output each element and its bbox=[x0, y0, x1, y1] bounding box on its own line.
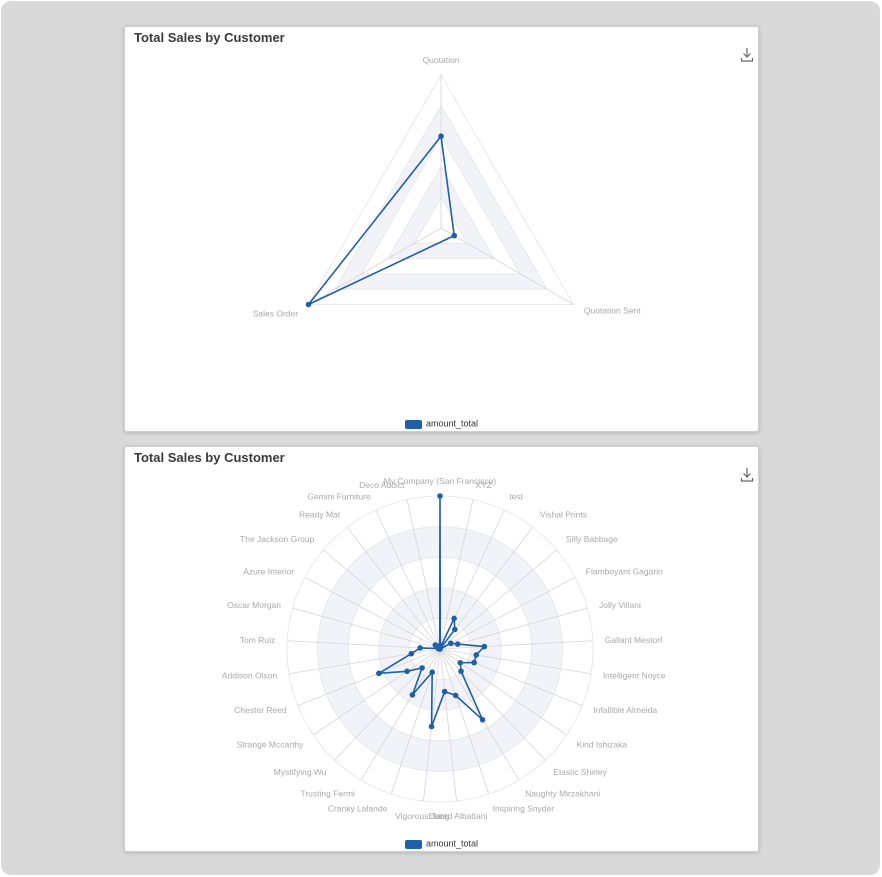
data-point bbox=[438, 133, 444, 139]
chart-card-2: Total Sales by Customer My Company (San … bbox=[124, 446, 759, 852]
radar-spoke bbox=[297, 648, 441, 707]
radar-chart: My Company (San Francisco)XYZ test Vishal … bbox=[222, 476, 666, 821]
data-point bbox=[479, 716, 486, 723]
category-label: Intelligent Noyce bbox=[603, 671, 666, 681]
radar-spoke bbox=[439, 648, 546, 761]
radar-spoke bbox=[439, 648, 583, 707]
data-point bbox=[408, 650, 415, 657]
radar-spoke bbox=[439, 648, 457, 802]
radar-chart: Quotation Quotation Sent Sales Order bbox=[253, 55, 641, 319]
category-label: Ready Mat bbox=[299, 510, 341, 520]
category-label: Deco Addict bbox=[359, 480, 405, 490]
data-point bbox=[404, 668, 410, 675]
data-point bbox=[417, 645, 423, 651]
radar-spoke bbox=[308, 227, 442, 305]
data-point bbox=[428, 723, 435, 730]
category-label: Naughty Mirzakhani bbox=[525, 788, 600, 798]
category-label: Infallible Almeida bbox=[593, 705, 657, 715]
data-point bbox=[409, 692, 416, 698]
radar-grid bbox=[307, 74, 575, 305]
radar-spoke bbox=[304, 576, 441, 650]
category-label: The Jackson Group bbox=[240, 534, 314, 544]
category-label: Vishal Prints bbox=[540, 510, 587, 520]
data-point bbox=[452, 626, 458, 633]
category-label: Strange Mccarthy bbox=[237, 740, 304, 750]
series-line bbox=[307, 135, 456, 306]
radar-spoke bbox=[439, 499, 474, 650]
download-icon[interactable] bbox=[740, 47, 754, 63]
data-point bbox=[437, 493, 443, 499]
data-point bbox=[451, 232, 458, 239]
radar-spoke bbox=[287, 640, 441, 650]
category-label: Trusting Fermi bbox=[300, 788, 355, 798]
chart-title: Total Sales by Customer bbox=[134, 30, 285, 45]
data-point bbox=[481, 643, 488, 650]
legend-label: amount_total bbox=[425, 839, 479, 849]
chart-legend[interactable]: amount_total bbox=[125, 838, 758, 849]
category-label: Jolly Villani bbox=[599, 600, 641, 610]
radar-spoke bbox=[439, 576, 576, 650]
radar-spoke bbox=[347, 526, 441, 650]
radar-spoke bbox=[375, 509, 441, 650]
category-label: Addison Olson bbox=[222, 671, 278, 681]
category-label: Oscar Morgan bbox=[227, 600, 281, 610]
category-label: Elated Albattani bbox=[428, 811, 487, 821]
category-label: Cranky Lalande bbox=[328, 803, 388, 813]
radar-spoke bbox=[323, 549, 441, 650]
category-label: Elastic Shirley bbox=[553, 767, 607, 777]
legend-swatch bbox=[404, 839, 422, 849]
data-point bbox=[441, 688, 448, 695]
category-label: Chester Reed bbox=[234, 705, 287, 715]
data-point bbox=[451, 615, 457, 622]
category-label: Quotation bbox=[423, 55, 460, 65]
category-label: Silly Babbage bbox=[566, 534, 618, 544]
data-point bbox=[452, 692, 459, 699]
category-label: Tom Ruiz bbox=[240, 635, 275, 645]
chart-legend[interactable]: amount_total bbox=[125, 418, 758, 429]
category-label: Sales Order bbox=[253, 309, 299, 319]
category-label: Gallant Mestorf bbox=[605, 635, 663, 645]
radar-spoke bbox=[439, 607, 588, 650]
data-point bbox=[436, 644, 443, 651]
category-label: Flamboyant Gagarin bbox=[586, 567, 663, 577]
data-point bbox=[376, 670, 382, 677]
radar-spoke bbox=[439, 549, 557, 650]
category-label: XYZ bbox=[475, 480, 492, 490]
data-point bbox=[305, 301, 312, 308]
data-point bbox=[454, 641, 461, 647]
radar-spoke bbox=[439, 648, 592, 675]
radar-spoke bbox=[439, 640, 593, 650]
chart-title: Total Sales by Customer bbox=[134, 450, 285, 465]
data-point bbox=[471, 659, 477, 666]
radar-spoke bbox=[360, 648, 441, 781]
data-point bbox=[473, 652, 480, 658]
radar-spoke bbox=[406, 499, 441, 650]
category-label: Vigorous Jang bbox=[395, 811, 449, 821]
category-label: test bbox=[509, 491, 523, 501]
data-point bbox=[458, 668, 464, 675]
category-label: Gemini Furniture bbox=[307, 491, 371, 501]
data-point bbox=[448, 640, 454, 647]
radar-spoke bbox=[440, 227, 574, 305]
data-point bbox=[429, 669, 435, 675]
data-point bbox=[457, 659, 464, 666]
category-label: Quotation Sent bbox=[584, 306, 641, 316]
radar-spoke bbox=[292, 607, 441, 650]
legend-label: amount_total bbox=[425, 419, 479, 429]
legend-swatch bbox=[404, 419, 422, 429]
category-label: Kind Ishizaka bbox=[577, 740, 628, 750]
radar-spoke bbox=[439, 648, 490, 795]
category-label: Inspiring Snyder bbox=[493, 803, 555, 813]
data-point bbox=[419, 665, 425, 671]
category-label: My Company (San Francisco) bbox=[384, 476, 497, 486]
chart-card-1: Total Sales by Customer Quotation Quotati… bbox=[124, 26, 759, 432]
category-label: Azure Interior bbox=[243, 567, 294, 577]
download-icon[interactable] bbox=[740, 467, 754, 483]
category-label: Mystifying Wu bbox=[274, 767, 327, 777]
radar-spoke bbox=[288, 648, 441, 675]
radar-spoke bbox=[313, 648, 441, 736]
